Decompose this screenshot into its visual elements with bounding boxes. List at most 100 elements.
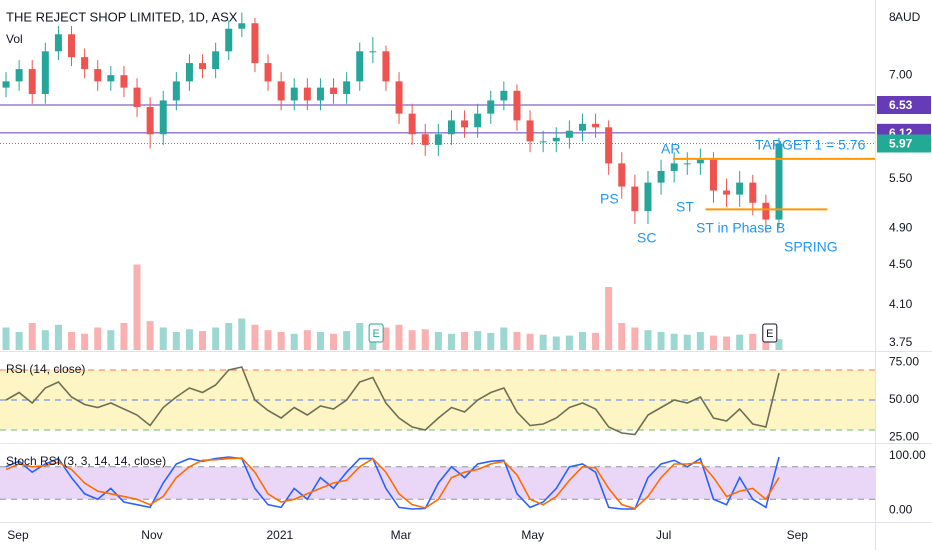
annotation: ST in Phase B — [696, 220, 785, 236]
candle-body — [605, 127, 613, 164]
candle-body — [303, 87, 311, 101]
earnings-marker — [368, 323, 384, 343]
candle-body — [120, 75, 128, 88]
candle-body — [68, 34, 76, 58]
volume-bar — [749, 333, 757, 350]
annotation: SPRING — [784, 239, 838, 255]
candle-body — [736, 182, 744, 195]
x-tick-label: 2021 — [266, 528, 293, 542]
candle-body — [696, 159, 704, 164]
candle-body — [277, 81, 285, 101]
volume-bar — [670, 333, 678, 350]
indicator-line — [5, 456, 780, 510]
volume-bar — [539, 334, 547, 350]
candle-body — [185, 63, 193, 82]
volume-bar — [644, 330, 652, 350]
price-label: 6.53 — [889, 98, 913, 112]
currency: AUD — [895, 10, 921, 24]
annotation: TARGET 1 = 5.76 — [755, 137, 866, 153]
candle-body — [670, 163, 678, 171]
candle-body — [212, 51, 220, 70]
pane-label: Stoch RSI (3, 3, 14, 14, close) — [6, 454, 166, 468]
candle-body — [94, 69, 102, 82]
candle-body — [159, 100, 167, 135]
y-tick-label: 5.50 — [889, 171, 913, 185]
volume-bar — [723, 336, 731, 350]
y-tick-label: 3.75 — [889, 335, 913, 349]
candle-body — [316, 87, 324, 101]
volume-bar — [133, 264, 141, 350]
volume-label: Vol — [6, 32, 23, 46]
y-tick-label: 100.00 — [889, 448, 926, 462]
volume-bar — [526, 333, 534, 350]
volume-bar — [696, 332, 704, 350]
candle-body — [657, 170, 665, 183]
volume-bar — [290, 333, 298, 350]
volume-bar — [421, 329, 429, 350]
x-tick-label: Sep — [787, 528, 809, 542]
y-tick-label: 7.00 — [889, 67, 913, 81]
candle-body — [356, 51, 364, 82]
volume-bar — [303, 330, 311, 350]
candle-body — [172, 81, 180, 101]
candle-body — [81, 57, 89, 70]
volume-bar — [41, 330, 49, 350]
candle-body — [290, 87, 298, 101]
price-label-box — [877, 134, 931, 153]
x-tick-label: Nov — [141, 528, 162, 542]
volume-bar — [408, 330, 416, 350]
annotation: ST — [676, 199, 694, 215]
volume-bar — [68, 332, 76, 350]
candle-body — [421, 134, 429, 145]
candle-body — [54, 34, 62, 52]
volume-bar — [356, 323, 364, 350]
chart-title: THE REJECT SHOP LIMITED, 1D, ASX — [6, 9, 238, 24]
volume-bar — [330, 333, 338, 350]
candle-body — [369, 51, 377, 53]
earnings-label: E — [372, 328, 379, 340]
volume-bar — [434, 332, 442, 350]
y-tick-label: 0.00 — [889, 502, 913, 516]
candle-body — [238, 23, 246, 29]
candle-body — [683, 163, 691, 165]
indicator-line — [5, 457, 780, 510]
candle-body — [487, 100, 495, 114]
candle-body — [199, 63, 207, 70]
price-label: 5.97 — [889, 137, 913, 151]
candle-body — [644, 182, 652, 212]
candle-body — [41, 51, 49, 94]
y-tick-label: 8 — [889, 10, 896, 24]
volume-bar — [199, 331, 207, 350]
candle-body — [526, 120, 534, 142]
volume-bar — [513, 332, 521, 350]
volume-bar — [54, 324, 62, 350]
candle-body — [592, 123, 600, 128]
volume-bar — [395, 324, 403, 350]
candle-body — [578, 123, 586, 131]
candle-body — [500, 90, 508, 101]
price-label-box — [877, 96, 931, 115]
candle-body — [408, 113, 416, 135]
candle-body — [461, 120, 469, 128]
candle-body — [631, 186, 639, 212]
volume-bar — [474, 331, 482, 350]
candle-body — [552, 137, 560, 142]
x-tick-label: Jul — [656, 528, 671, 542]
volume-bar — [172, 332, 180, 350]
volume-bar — [461, 332, 469, 350]
volume-bar — [592, 332, 600, 350]
candle-body — [775, 143, 783, 220]
candle-body — [264, 63, 272, 82]
volume-bar — [277, 332, 285, 350]
volume-bar — [500, 327, 508, 350]
volume-bar — [15, 332, 23, 350]
volume-bar — [264, 330, 272, 350]
volume-bar — [487, 332, 495, 350]
volume-bar — [238, 318, 246, 350]
volume-bar — [251, 324, 259, 350]
candle-body — [762, 202, 770, 220]
band — [0, 466, 875, 500]
volume-bar — [775, 339, 783, 350]
candle-body — [107, 75, 115, 82]
